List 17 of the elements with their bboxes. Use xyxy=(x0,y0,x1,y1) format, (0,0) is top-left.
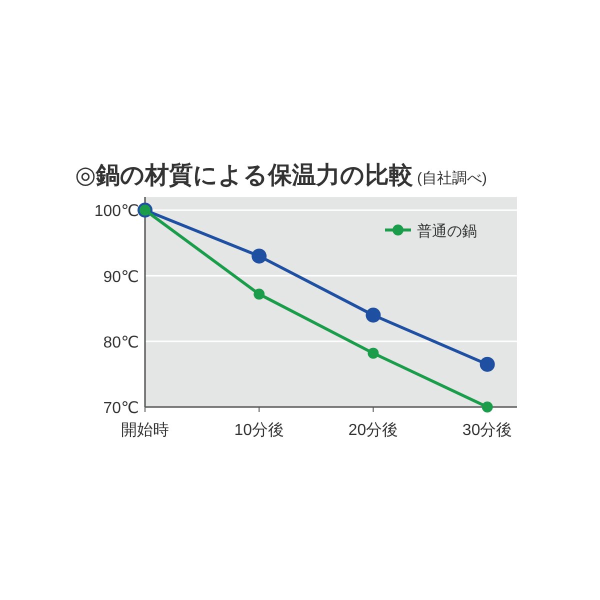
point xyxy=(254,288,265,300)
x-tick-label: 30分後 xyxy=(462,421,512,439)
x-tick-label: 10分後 xyxy=(234,421,284,439)
y-tick-label: 80℃ xyxy=(103,334,139,352)
legend-label: 普通の鍋 xyxy=(417,223,477,240)
y-tick-label: 70℃ xyxy=(103,400,139,417)
point xyxy=(480,356,495,372)
y-tick-label: 100℃ xyxy=(94,203,139,220)
point xyxy=(366,308,381,323)
x-tick-label: 20分後 xyxy=(348,421,398,439)
point xyxy=(252,248,267,264)
x-tick-label: 開始時 xyxy=(121,421,169,439)
point xyxy=(482,402,493,412)
y-tick-label: 90℃ xyxy=(103,268,139,286)
chart-subtitle: (自社調べ) xyxy=(416,170,487,187)
point xyxy=(368,348,379,359)
chart-title: ◎鍋の材質による保温力の比較 xyxy=(75,162,413,189)
